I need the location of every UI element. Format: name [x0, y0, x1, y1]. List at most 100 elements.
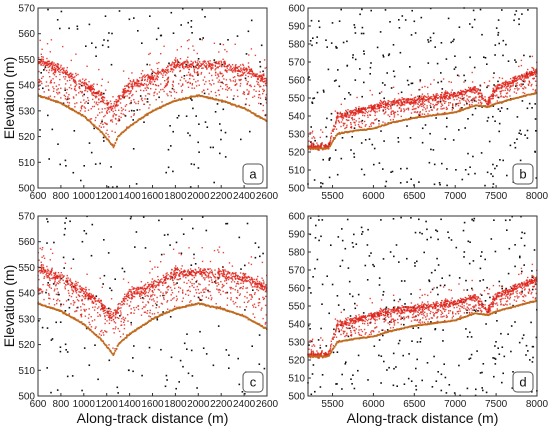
- canopy-point: [431, 98, 434, 101]
- canopy-point: [160, 83, 162, 85]
- noise-point: [363, 81, 365, 84]
- canopy-point: [88, 88, 90, 91]
- canopy-point: [219, 293, 222, 296]
- canopy-point: [411, 99, 414, 101]
- canopy-point: [414, 101, 417, 104]
- noise-point: [410, 178, 412, 180]
- canopy-point: [95, 97, 97, 99]
- canopy-point: [219, 72, 221, 75]
- canopy-point: [203, 268, 205, 270]
- noise-point: [529, 55, 531, 58]
- noise-point: [523, 54, 525, 57]
- canopy-point: [91, 296, 93, 298]
- noise-point: [141, 297, 144, 299]
- canopy-point: [175, 65, 178, 67]
- canopy-point: [146, 86, 148, 89]
- canopy-point: [39, 247, 41, 250]
- canopy-point: [407, 109, 410, 111]
- canopy-point: [349, 116, 351, 118]
- canopy-point: [142, 84, 144, 86]
- canopy-point: [40, 60, 43, 63]
- canopy-point: [41, 266, 43, 268]
- noise-point: [432, 32, 435, 35]
- canopy-point: [156, 301, 158, 303]
- noise-point: [534, 151, 536, 153]
- canopy-point: [360, 126, 363, 129]
- noise-point: [264, 114, 267, 117]
- noise-point: [182, 7, 184, 10]
- canopy-point: [200, 63, 203, 66]
- canopy-point: [106, 100, 108, 102]
- canopy-point: [377, 107, 380, 110]
- canopy-point: [260, 78, 263, 80]
- canopy-point: [162, 284, 164, 286]
- canopy-point: [382, 101, 384, 104]
- canopy-point: [383, 103, 385, 106]
- noise-point: [118, 10, 121, 12]
- noise-point: [385, 180, 388, 183]
- canopy-point: [360, 110, 362, 112]
- canopy-point: [401, 104, 403, 106]
- canopy-point: [378, 110, 381, 112]
- noise-point: [51, 338, 54, 340]
- canopy-point: [141, 286, 144, 288]
- canopy-point: [512, 82, 514, 84]
- canopy-point: [526, 75, 529, 78]
- canopy-point: [245, 68, 247, 70]
- canopy-point: [217, 282, 219, 284]
- canopy-point: [117, 100, 119, 102]
- canopy-point: [248, 54, 250, 56]
- canopy-point: [413, 97, 415, 99]
- canopy-point: [419, 97, 421, 99]
- canopy-point: [66, 71, 68, 73]
- noise-point: [326, 117, 328, 120]
- canopy-point: [393, 101, 395, 104]
- canopy-point: [431, 96, 433, 98]
- noise-point: [399, 182, 402, 184]
- canopy-point: [409, 98, 412, 100]
- canopy-point: [64, 95, 67, 98]
- canopy-point: [458, 75, 460, 77]
- canopy-point: [197, 73, 200, 75]
- canopy-point: [147, 78, 149, 81]
- canopy-point: [128, 110, 130, 112]
- canopy-point: [59, 71, 61, 73]
- canopy-point: [171, 69, 173, 71]
- canopy-point: [383, 100, 386, 102]
- canopy-point: [505, 86, 508, 88]
- canopy-point: [163, 298, 165, 301]
- noise-point: [430, 148, 432, 151]
- noise-point: [83, 93, 85, 96]
- canopy-point: [130, 90, 132, 92]
- canopy-point: [340, 112, 342, 115]
- canopy-point: [450, 81, 452, 83]
- canopy-point: [429, 96, 432, 98]
- canopy-point: [44, 62, 46, 64]
- canopy-point: [181, 91, 183, 93]
- canopy-point: [220, 61, 223, 64]
- canopy-point: [184, 274, 186, 277]
- canopy-point: [521, 80, 523, 82]
- canopy-point: [454, 92, 457, 94]
- canopy-point: [180, 63, 182, 66]
- canopy-point: [441, 96, 443, 99]
- canopy-point: [355, 108, 357, 110]
- canopy-point: [519, 75, 521, 77]
- canopy-point: [128, 82, 130, 84]
- ground-point: [125, 129, 127, 131]
- canopy-point: [77, 281, 79, 284]
- canopy-point: [225, 65, 227, 68]
- canopy-point: [364, 109, 366, 112]
- canopy-point: [189, 286, 191, 288]
- canopy-point: [474, 92, 476, 94]
- noise-point: [455, 103, 457, 105]
- canopy-point: [192, 75, 194, 77]
- noise-point: [513, 142, 516, 144]
- canopy-point: [172, 81, 174, 83]
- noise-point: [67, 298, 70, 301]
- noise-point: [90, 254, 93, 257]
- ground-point: [488, 106, 490, 108]
- noise-point: [452, 139, 455, 141]
- canopy-point: [506, 83, 508, 85]
- canopy-point: [196, 271, 198, 273]
